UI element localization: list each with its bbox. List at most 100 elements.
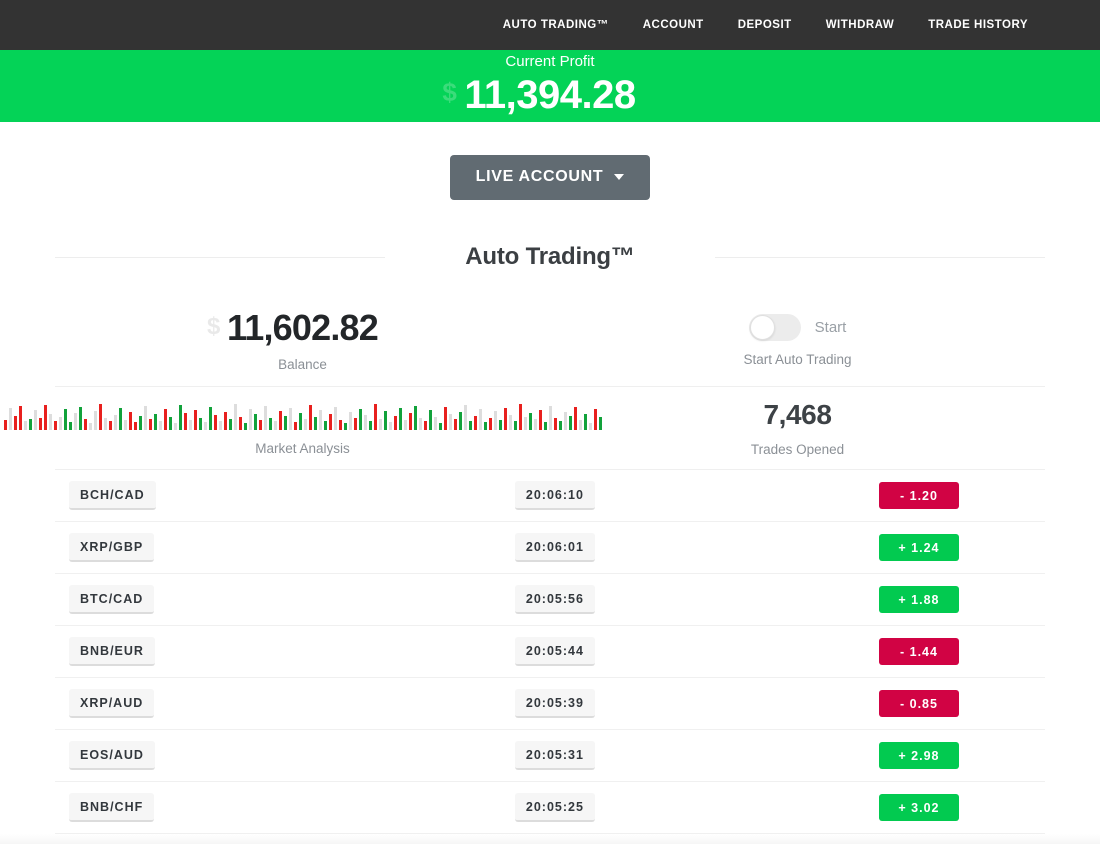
table-row[interactable]: BCH/CAD 20:06:10 - 1.20 [55, 470, 1045, 522]
market-analysis-bar [178, 405, 182, 430]
currency-symbol: $ [207, 312, 220, 340]
chevron-down-icon [614, 174, 625, 180]
trade-pair-chip: BNB/CHF [69, 793, 155, 822]
market-analysis-bar [403, 420, 407, 430]
market-analysis-chart [3, 400, 602, 430]
table-row[interactable]: EOS/AUD 20:05:31 + 2.98 [55, 730, 1045, 782]
status-badge: - 1.20 [878, 482, 959, 509]
market-analysis-bar [113, 415, 117, 430]
market-analysis-bar [3, 420, 7, 430]
toggle-knob [749, 315, 775, 340]
table-row[interactable]: BNB/EUR 20:05:44 - 1.44 [55, 626, 1045, 678]
nav-deposit[interactable]: DEPOSIT [737, 19, 792, 31]
balance-cell: $ 11,602.82 Balance [55, 295, 550, 386]
trade-time-cell: 20:05:56 [392, 585, 719, 614]
market-analysis-bar [573, 407, 577, 430]
market-analysis-bar [418, 418, 422, 430]
top-navbar: AUTO TRADING™ ACCOUNT DEPOSIT WITHDRAW TRADE… [0, 0, 1100, 50]
market-analysis-bar [38, 418, 42, 430]
start-auto-trading-toggle[interactable] [748, 314, 801, 341]
trade-amount-cell: - 0.85 [718, 690, 1045, 717]
market-analysis-bar [308, 405, 312, 430]
market-analysis-bar [58, 417, 62, 430]
market-analysis-bar [153, 414, 157, 430]
status-badge: + 3.02 [878, 794, 959, 821]
trade-pair-cell: BNB/CHF [55, 793, 392, 822]
market-analysis-bar [483, 422, 487, 430]
nav-trade-history[interactable]: TRADE HISTORY [928, 19, 1028, 31]
page-bottom-fade [0, 834, 1100, 844]
market-analysis-bar [498, 420, 502, 430]
market-analysis-bar [78, 407, 82, 430]
trade-list: BCH/CAD 20:06:10 - 1.20 XRP/GBP 20:06:01 + 1.… [55, 470, 1045, 834]
market-analysis-bar [73, 413, 77, 430]
market-analysis-bar [348, 412, 352, 430]
market-analysis-bar [343, 423, 347, 430]
nav-auto-trading[interactable]: AUTO TRADING™ [502, 19, 609, 31]
nav-links: AUTO TRADING™ ACCOUNT DEPOSIT WITHDRAW TRADE… [503, 19, 1028, 31]
auto-trading-toggle-line: Start [748, 314, 846, 341]
trades-opened-value: 7,468 [763, 399, 832, 430]
market-analysis-bar [88, 423, 92, 430]
market-analysis-bar [63, 409, 67, 430]
market-analysis-bar [18, 406, 22, 430]
market-analysis-bar [473, 416, 477, 430]
currency-symbol: $ [442, 76, 457, 107]
market-analysis-bar [33, 410, 37, 430]
market-analysis-bar [393, 416, 397, 430]
trade-amount-cell: + 3.02 [718, 794, 1045, 821]
market-analysis-bar [48, 414, 52, 430]
trade-time-cell: 20:05:44 [392, 637, 719, 666]
market-analysis-bar [543, 422, 547, 430]
market-analysis-bar [223, 412, 227, 430]
live-account-dropdown-button[interactable]: LIVE ACCOUNT [449, 155, 651, 200]
market-analysis-bar [328, 414, 332, 430]
trade-time-cell: 20:06:01 [392, 533, 719, 562]
table-row[interactable]: BTC/CAD 20:05:56 + 1.88 [55, 574, 1045, 626]
table-row[interactable]: XRP/AUD 20:05:39 - 0.85 [55, 678, 1045, 730]
market-analysis-bar [598, 417, 602, 430]
market-analysis-bar [363, 415, 367, 430]
trade-pair-cell: BCH/CAD [55, 481, 392, 510]
market-analysis-bar [228, 419, 232, 430]
market-analysis-bar [148, 419, 152, 430]
market-analysis-bar [323, 421, 327, 430]
market-analysis-bar [373, 404, 377, 430]
market-analysis-cell: Market Analysis [3, 387, 602, 469]
market-analysis-bar [188, 420, 192, 430]
market-analysis-bar [278, 411, 282, 430]
table-row[interactable]: XRP/GBP 20:06:01 + 1.24 [55, 522, 1045, 574]
market-analysis-bar [388, 422, 392, 430]
trade-pair-chip: BTC/CAD [69, 585, 155, 614]
market-analysis-bar [568, 416, 572, 430]
market-analysis-bar [398, 408, 402, 430]
market-analysis-bar [353, 418, 357, 430]
trade-amount-cell: - 1.44 [718, 638, 1045, 665]
table-row[interactable]: BNB/CHF 20:05:25 + 3.02 [55, 782, 1045, 834]
trade-amount-cell: + 1.24 [718, 534, 1045, 561]
market-analysis-bar [463, 405, 467, 430]
market-analysis-bar [208, 407, 212, 430]
market-analysis-bar [588, 423, 592, 430]
balance-amount: 11,602.82 [227, 306, 379, 348]
trade-pair-cell: XRP/GBP [55, 533, 392, 562]
market-analysis-bar [408, 413, 412, 430]
balance-value: $ 11,602.82 [207, 306, 379, 348]
trade-time-chip: 20:05:44 [514, 637, 595, 666]
market-analysis-bar [303, 419, 307, 430]
trade-time-chip: 20:06:01 [514, 533, 595, 562]
nav-account[interactable]: ACCOUNT [642, 19, 704, 31]
main-container: Auto Trading™ $ 11,602.82 Balance Start … [3, 243, 1045, 834]
nav-withdraw[interactable]: WITHDRAW [825, 19, 895, 31]
market-analysis-bar [288, 408, 292, 430]
live-account-label: LIVE ACCOUNT [475, 168, 604, 185]
current-profit-value: 11,394.28 [464, 72, 636, 117]
market-analysis-bar [163, 409, 167, 430]
current-profit-banner: Current Profit $ 11,394.28 [0, 50, 1100, 122]
market-analysis-bar [53, 421, 57, 430]
market-analysis-bar [293, 422, 297, 430]
market-analysis-bar [488, 418, 492, 430]
market-analysis-bar [218, 421, 222, 430]
market-analysis-bar [313, 417, 317, 430]
status-badge: - 1.44 [878, 638, 959, 665]
